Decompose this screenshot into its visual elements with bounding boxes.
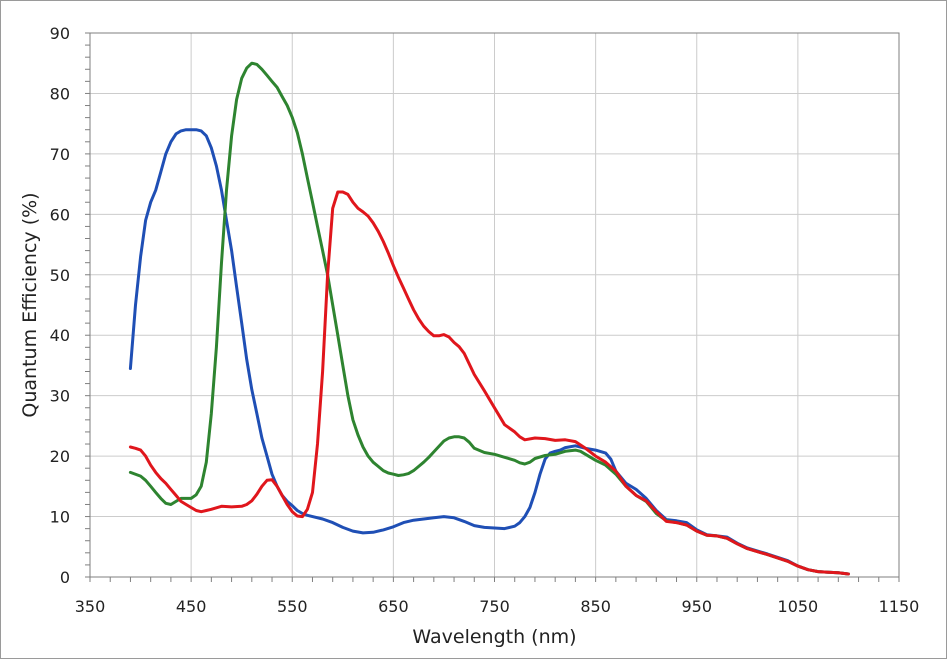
x-tick-label: 750 <box>479 597 510 616</box>
x-tick-label: 550 <box>277 597 308 616</box>
x-tick-label: 450 <box>176 597 207 616</box>
y-tick-label: 10 <box>50 508 70 527</box>
y-tick-label: 0 <box>60 568 70 587</box>
y-tick-labels: 0 10 20 30 40 50 60 70 80 90 <box>50 24 70 587</box>
y-tick-label: 70 <box>50 145 70 164</box>
series-line-2 <box>128 61 850 576</box>
y-tick-label: 30 <box>50 387 70 406</box>
x-axis-title: Wavelength (nm) <box>412 626 576 648</box>
x-tick-label: 1050 <box>778 597 819 616</box>
minor-ticks <box>85 32 900 582</box>
y-tick-label: 20 <box>50 447 70 466</box>
y-tick-label: 60 <box>50 205 70 224</box>
x-tick-label: 1150 <box>879 597 920 616</box>
series-line-3 <box>128 190 850 576</box>
y-tick-label: 90 <box>50 24 70 43</box>
y-tick-label: 80 <box>50 84 70 103</box>
y-tick-label: 50 <box>50 266 70 285</box>
grid-lines <box>89 32 900 578</box>
x-tick-labels: 350 450 550 650 750 850 950 1050 1150 <box>75 597 920 616</box>
x-tick-label: 650 <box>378 597 409 616</box>
y-axis-title: Quantum Efficiency (%) <box>19 192 41 417</box>
y-tick-label: 40 <box>50 326 70 345</box>
x-tick-label: 350 <box>75 597 106 616</box>
x-tick-label: 950 <box>681 597 712 616</box>
plot-area-border <box>89 32 900 578</box>
x-tick-label: 850 <box>580 597 611 616</box>
series-group <box>128 61 850 576</box>
